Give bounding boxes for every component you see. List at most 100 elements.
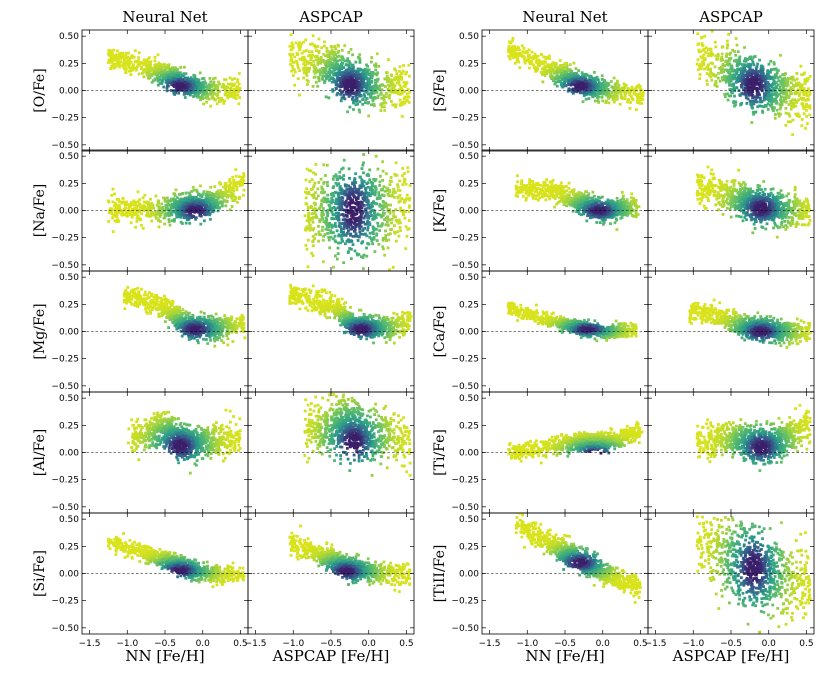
density-point: [371, 188, 375, 192]
density-point: [142, 209, 146, 213]
density-point: [330, 45, 334, 49]
density-point: [136, 60, 139, 64]
density-point: [381, 222, 384, 226]
density-point: [163, 66, 167, 69]
density-point: [343, 192, 346, 196]
density-point: [137, 56, 140, 60]
density-point: [196, 318, 199, 321]
density-point: [381, 188, 384, 192]
density-point: [330, 70, 334, 74]
density-point: [354, 181, 358, 184]
density-point: [311, 228, 315, 232]
panels-layer: −0.50−0.250.000.250.50−0.50−0.250.000.25…: [51, 29, 815, 649]
density-point: [110, 194, 114, 197]
density-point: [353, 249, 357, 253]
density-point: [150, 293, 154, 296]
density-point: [179, 208, 183, 212]
density-point: [329, 56, 332, 59]
density-point: [110, 210, 113, 214]
density-point: [397, 221, 401, 225]
density-point: [335, 229, 339, 233]
density-point: [184, 72, 188, 76]
density-point: [110, 56, 114, 60]
density-point: [401, 183, 405, 187]
density-point: [368, 178, 372, 182]
density-point: [190, 216, 194, 219]
density-point: [381, 193, 384, 197]
density-point: [129, 73, 133, 76]
density-point: [347, 84, 350, 88]
density-point: [221, 196, 224, 199]
density-point: [317, 230, 321, 234]
density-point: [378, 213, 382, 217]
density-point: [336, 92, 340, 95]
density-point: [201, 325, 205, 328]
density-point: [322, 180, 326, 184]
density-point: [345, 224, 349, 228]
density-point: [157, 210, 161, 213]
density-point: [130, 208, 134, 211]
density-point: [195, 190, 199, 194]
density-point: [229, 87, 233, 91]
density-point: [369, 96, 372, 99]
density-point: [334, 211, 338, 215]
density-point: [336, 77, 339, 81]
density-point: [298, 57, 302, 61]
density-point: [289, 286, 293, 289]
density-point: [162, 298, 166, 302]
density-point: [166, 70, 170, 74]
density-point: [142, 302, 145, 306]
density-point: [167, 214, 171, 217]
density-point: [288, 52, 292, 56]
density-point: [137, 59, 140, 62]
density-point: [204, 200, 208, 204]
density-point: [232, 186, 235, 190]
density-point: [403, 178, 407, 182]
density-point: [225, 332, 229, 336]
density-point: [397, 81, 400, 85]
density-point: [330, 209, 333, 213]
density-point: [372, 103, 376, 106]
density-point: [205, 213, 209, 216]
density-point: [302, 49, 306, 53]
density-point: [221, 98, 225, 102]
density-point: [152, 72, 156, 76]
density-point: [156, 78, 160, 81]
density-point: [149, 61, 152, 65]
density-point: [219, 329, 222, 333]
density-point: [347, 225, 351, 229]
density-point: [131, 210, 135, 213]
density-point: [209, 104, 213, 108]
density-point: [218, 181, 222, 184]
density-point: [394, 75, 398, 79]
density-point: [401, 100, 405, 104]
density-point: [391, 265, 395, 269]
density-point: [178, 198, 182, 202]
panel-mgfe-nn: −0.50−0.250.000.250.50: [51, 270, 249, 393]
density-point: [344, 301, 347, 304]
density-point: [172, 192, 176, 196]
density-point: [291, 60, 295, 64]
density-point: [358, 220, 362, 224]
density-point: [320, 191, 323, 194]
density-point: [322, 213, 325, 216]
density-point: [361, 240, 365, 244]
density-point: [340, 192, 344, 195]
density-point: [326, 181, 329, 184]
density-point: [201, 89, 205, 93]
density-point: [128, 297, 132, 301]
density-point: [372, 227, 376, 230]
density-point: [342, 261, 345, 265]
density-point: [390, 180, 393, 183]
density-point: [313, 71, 317, 75]
density-point: [354, 94, 358, 98]
density-point: [214, 312, 218, 316]
density-point: [240, 324, 243, 327]
density-point: [405, 325, 409, 329]
density-point: [328, 50, 332, 54]
density-point: [332, 231, 335, 234]
density-point: [179, 214, 182, 218]
density-point: [331, 213, 335, 217]
density-point: [362, 171, 365, 175]
density-point: [145, 64, 148, 68]
